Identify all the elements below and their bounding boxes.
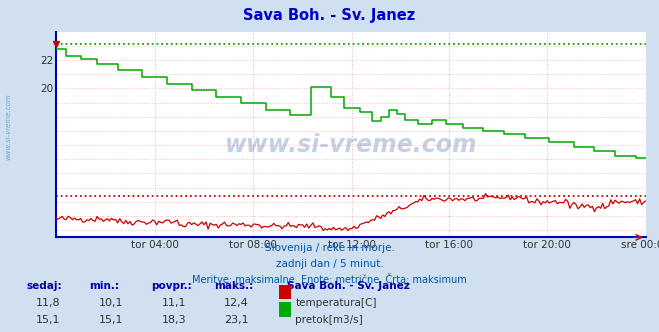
Text: Meritve: maksimalne  Enote: metrične  Črta: maksimum: Meritve: maksimalne Enote: metrične Črta… — [192, 275, 467, 285]
Text: 10,1: 10,1 — [99, 298, 123, 308]
Text: temperatura[C]: temperatura[C] — [295, 298, 377, 308]
Text: 23,1: 23,1 — [224, 315, 248, 325]
Text: 15,1: 15,1 — [99, 315, 123, 325]
Text: www.si-vreme.com: www.si-vreme.com — [225, 133, 477, 157]
Text: pretok[m3/s]: pretok[m3/s] — [295, 315, 363, 325]
Text: povpr.:: povpr.: — [152, 281, 192, 290]
Text: 11,1: 11,1 — [161, 298, 186, 308]
Text: www.si-vreme.com: www.si-vreme.com — [5, 93, 11, 160]
Text: min.:: min.: — [89, 281, 119, 290]
Text: 11,8: 11,8 — [36, 298, 61, 308]
Text: Slovenija / reke in morje.: Slovenija / reke in morje. — [264, 243, 395, 253]
Text: 15,1: 15,1 — [36, 315, 61, 325]
Text: sedaj:: sedaj: — [26, 281, 62, 290]
Text: Sava Boh. - Sv. Janez: Sava Boh. - Sv. Janez — [287, 281, 409, 290]
Text: maks.:: maks.: — [214, 281, 254, 290]
Text: Sava Boh. - Sv. Janez: Sava Boh. - Sv. Janez — [243, 8, 416, 23]
Text: 18,3: 18,3 — [161, 315, 186, 325]
Text: zadnji dan / 5 minut.: zadnji dan / 5 minut. — [275, 259, 384, 269]
Text: 12,4: 12,4 — [224, 298, 249, 308]
